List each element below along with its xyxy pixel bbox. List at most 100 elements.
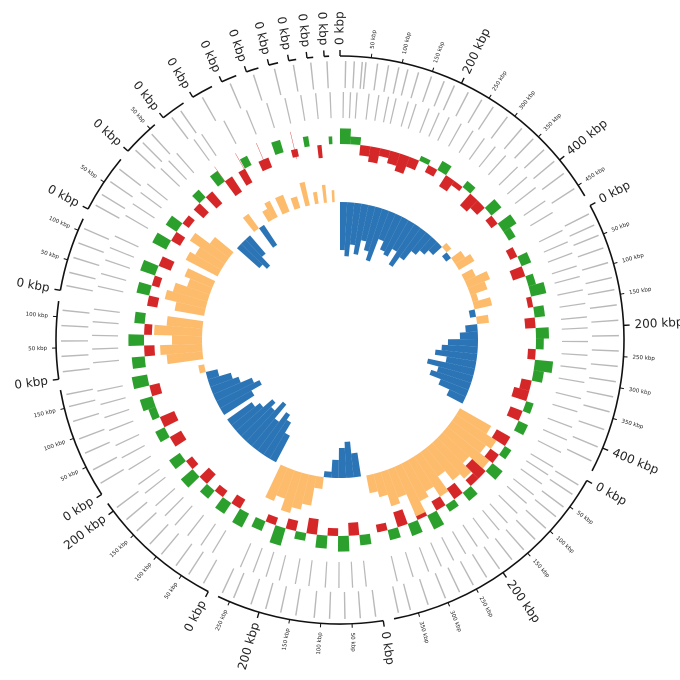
tick-label: 150 kbp [282,627,292,651]
tick-label: 350 kbp [621,419,645,431]
gc-skew [154,324,203,337]
tick-mark [82,466,87,470]
gene [468,137,485,160]
gene [265,551,275,577]
gc-content [497,214,517,232]
gc-skew [419,236,437,255]
gc-skew [392,220,415,252]
gc-skew [164,289,208,309]
gc-skew [451,250,466,264]
tick-label: 100 kbp [402,31,413,55]
gc-skew [428,241,442,256]
contig-axis [288,58,297,62]
gc-content [317,144,323,159]
tick-mark [417,612,421,617]
gc-content [131,356,146,369]
gc-content [485,215,498,229]
gene [308,560,313,587]
gene [441,537,455,561]
gene [314,93,319,120]
gene [569,224,595,237]
tick-label: 200 kbp [504,577,544,625]
gc-skew [432,437,472,479]
gene [273,68,282,96]
gene [135,149,156,170]
gc-content [524,317,536,329]
gc-content [158,256,175,271]
gc-skew [276,467,295,499]
gene [383,65,390,92]
tick-label: 200 kbp [235,621,262,672]
gc-content [290,148,299,158]
gene [100,397,126,406]
gene [451,531,467,555]
gc-content [506,406,523,421]
gene [554,275,580,284]
gene [505,529,525,551]
contig-axis [246,67,259,73]
tick-mark [475,588,479,593]
gene [523,200,546,216]
gc-skew [323,471,332,478]
gc-skew [436,366,474,384]
tick-mark [82,205,89,210]
gene [121,444,145,459]
gene [525,460,549,476]
gene [329,92,332,119]
gene [555,391,582,400]
tick-label: 50 kbp [164,581,180,600]
tracks [61,61,619,619]
gene [489,503,508,524]
gc-skew [401,460,429,502]
gc-skew [205,369,220,380]
contig-axis [162,102,184,119]
gc-content [462,180,476,194]
gc-skew [451,414,497,449]
gc-skew [411,232,432,255]
gc-content [535,327,549,339]
gene [176,152,195,174]
gene [92,347,119,350]
tick-mark [286,54,290,61]
tick-mark [52,378,59,381]
contig-axis [87,158,122,210]
gene [362,560,367,587]
gene [128,455,152,471]
gc-content [431,496,446,511]
gene [68,399,96,408]
gene [116,490,139,509]
gc-content [192,189,206,204]
gc-skew [438,379,469,397]
gene [467,99,483,124]
gene [338,561,340,588]
gc-skew [269,432,290,463]
gene [578,420,605,431]
gc-skew [166,351,204,365]
gc-skew [407,456,434,492]
gene [140,191,162,209]
gc-skew [207,372,233,388]
gc-skew [351,452,362,478]
gc-content [269,525,286,546]
tick-mark [153,556,157,561]
gene [105,259,131,269]
tick-label: 0 kbp [379,630,398,665]
gc-content [517,252,532,267]
gc-skew [455,253,475,271]
gc-content [232,508,250,528]
gene [61,340,89,342]
gene [589,377,616,383]
tick-label: 0 kbp [15,275,51,295]
contig-axis [192,85,213,98]
gc-skew [387,466,407,498]
gene [343,591,346,619]
tick-label: 0 kbp [596,178,632,206]
gene [541,172,565,191]
gene [138,468,160,486]
gene [478,146,496,168]
tick-mark [619,387,624,390]
tick-mark [488,94,492,99]
gc-content [519,378,532,391]
gene [354,92,358,119]
